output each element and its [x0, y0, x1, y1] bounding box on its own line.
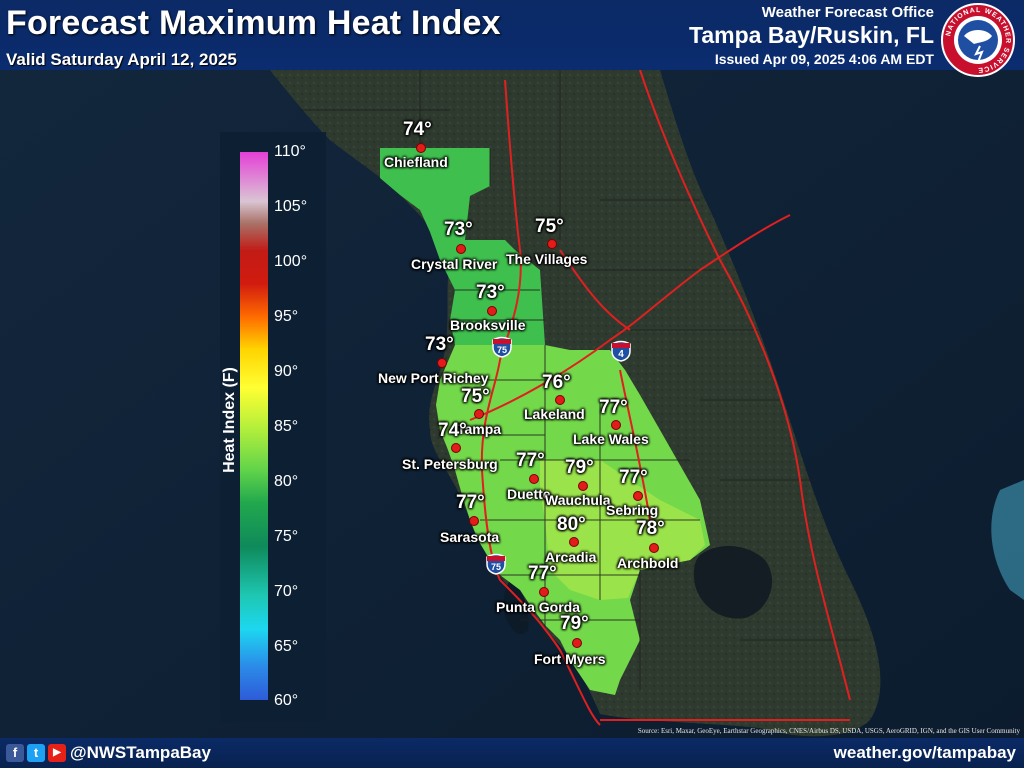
header-bar: Forecast Maximum Heat Index Valid Saturd… — [0, 0, 1024, 70]
city-label: The Villages — [506, 251, 588, 267]
city-label: St. Petersburg — [402, 456, 498, 472]
i4-shield: 4 — [611, 340, 631, 362]
temp-label: 80° — [557, 514, 586, 535]
location-dot — [487, 306, 497, 316]
legend-tick: 60° — [274, 692, 299, 709]
city-label: Lake Wales — [573, 431, 649, 447]
legend-title: Heat Index (F) — [221, 367, 238, 473]
i75-shield-south: 75 — [486, 553, 506, 575]
charlotte-harbor — [503, 580, 529, 635]
wfo-label: Weather Forecast Office — [761, 4, 934, 21]
i75-shield-north: 75 — [492, 336, 512, 358]
temp-label: 73° — [476, 282, 505, 303]
city-label: New Port Richey — [378, 370, 489, 386]
valid-date: Valid Saturday April 12, 2025 — [6, 50, 237, 69]
temp-label: 77° — [619, 467, 648, 488]
legend-tick: 105° — [274, 198, 308, 215]
temp-label: 79° — [565, 457, 594, 478]
city-label: Archbold — [617, 555, 679, 571]
footer-bar: f t ▶ @NWSTampaBay weather.gov/tampabay — [0, 738, 1024, 768]
forecast-area-south-warm — [540, 460, 705, 600]
legend-tick: 90° — [274, 363, 299, 380]
social-icons: f t ▶ — [6, 744, 66, 762]
temp-label: 77° — [528, 563, 557, 584]
legend-panel — [220, 132, 326, 722]
bahamas-shallows — [991, 480, 1024, 600]
county-lines — [300, 70, 860, 690]
page-title: Forecast Maximum Heat Index — [6, 4, 501, 42]
temp-label: 73° — [444, 219, 473, 240]
highways — [469, 69, 851, 726]
facebook-icon[interactable]: f — [6, 744, 24, 762]
heat-index-color-scale — [240, 152, 268, 700]
location-dot — [611, 420, 621, 430]
temp-label: 75° — [461, 386, 490, 407]
location-dot — [555, 395, 565, 405]
location-dot — [416, 143, 426, 153]
location-dot — [437, 358, 447, 368]
city-label: Brooksville — [450, 317, 526, 333]
legend-tick: 80° — [274, 473, 299, 490]
city-label: Fort Myers — [534, 651, 606, 667]
temp-label: 74° — [403, 119, 432, 140]
legend-tick: 85° — [274, 418, 299, 435]
location-dot — [572, 638, 582, 648]
temp-label: 73° — [425, 334, 454, 355]
legend-tick: 95° — [274, 308, 299, 325]
city-label: Crystal River — [411, 256, 498, 272]
office-name: Tampa Bay/Ruskin, FL — [689, 22, 934, 48]
social-handle[interactable]: @NWSTampaBay — [70, 743, 211, 762]
location-dot — [569, 537, 579, 547]
temp-label: 77° — [516, 450, 545, 471]
city-label: Lakeland — [524, 406, 585, 422]
city-label: Sebring — [606, 502, 659, 518]
twitter-icon[interactable]: t — [27, 744, 45, 762]
city-label: Sarasota — [440, 529, 500, 545]
location-dot — [456, 244, 466, 254]
temp-label: 76° — [542, 372, 571, 393]
location-dot — [649, 543, 659, 553]
location-dot — [633, 491, 643, 501]
website-link[interactable]: weather.gov/tampabay — [833, 743, 1016, 762]
legend-tick: 75° — [274, 528, 299, 545]
temp-label: 79° — [560, 613, 589, 634]
city-label: Arcadia — [545, 549, 597, 565]
location-dot — [469, 516, 479, 526]
temp-label: 77° — [456, 492, 485, 513]
temp-label: 74° — [438, 420, 467, 441]
map-source-credit: Source: Esri, Maxar, GeoEye, Earthstar G… — [637, 727, 1020, 735]
location-dot — [474, 409, 484, 419]
city-label: Wauchula — [545, 492, 611, 508]
legend-tick: 110° — [274, 143, 306, 160]
city-label: Punta Gorda — [496, 599, 581, 615]
youtube-icon[interactable]: ▶ — [48, 744, 66, 762]
city-label: Duette — [507, 486, 551, 502]
city-label: Chiefland — [384, 154, 448, 170]
location-dot — [539, 587, 549, 597]
temp-label: 77° — [599, 397, 628, 418]
location-dot — [578, 481, 588, 491]
i75-label-south: 75 — [491, 562, 501, 572]
i75-label-north: 75 — [497, 345, 507, 355]
lake-okeechobee — [693, 545, 773, 619]
temp-label: 75° — [535, 216, 564, 237]
legend-tick: 100° — [274, 253, 308, 270]
temp-label: 78° — [636, 518, 665, 539]
nws-logo: NATIONAL WEATHER SERVICE — [941, 3, 1015, 77]
location-dot — [529, 474, 539, 484]
issued-time: Issued Apr 09, 2025 4:06 AM EDT — [714, 51, 934, 67]
legend-tick: 65° — [274, 638, 299, 655]
i4-label: 4 — [618, 349, 624, 360]
location-dot — [451, 443, 461, 453]
legend-tick: 70° — [274, 583, 299, 600]
location-dot — [547, 239, 557, 249]
city-label: Tampa — [457, 421, 502, 437]
